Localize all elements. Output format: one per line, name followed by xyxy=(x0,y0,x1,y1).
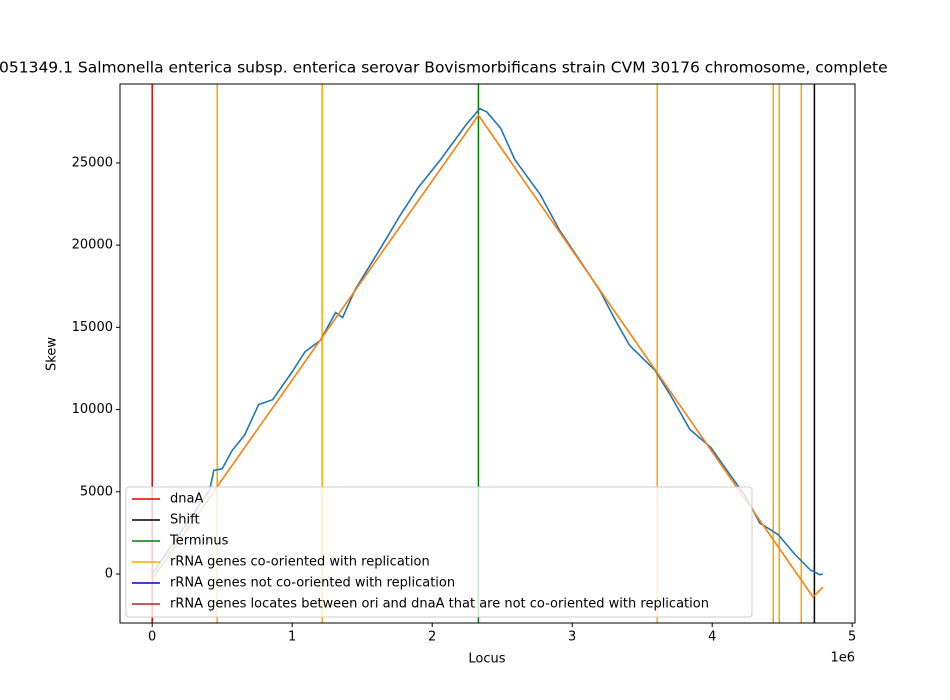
legend-label: dnaA xyxy=(170,492,203,507)
x-tick-label: 0 xyxy=(148,630,156,645)
legend-label: Terminus xyxy=(169,534,229,549)
y-tick-label: 0 xyxy=(105,567,113,582)
legend: dnaA Shift Terminus rRNA genes co-oriented … xyxy=(125,486,753,618)
y-tick-label: 10000 xyxy=(72,402,113,417)
x-tick-label: 3 xyxy=(568,630,576,645)
x-tick-label: 4 xyxy=(708,630,716,645)
y-tick-label: 20000 xyxy=(72,238,113,253)
x-tick-label: 1 xyxy=(288,630,296,645)
fit-line xyxy=(151,113,824,599)
legend-box xyxy=(125,486,753,618)
y-tick-label: 25000 xyxy=(72,155,113,170)
legend-label: rRNA genes co-oriented with replication xyxy=(170,555,430,570)
x-axis-label: Locus xyxy=(468,652,505,667)
chart-title: 051349.1 Salmonella enterica subsp. ente… xyxy=(0,59,888,77)
y-axis-label: Skew xyxy=(45,337,60,371)
y-tick-label: 15000 xyxy=(72,320,113,335)
x-tick-label: 2 xyxy=(428,630,436,645)
y-tick-label: 5000 xyxy=(80,484,113,499)
legend-label: rRNA genes locates between ori and dnaA … xyxy=(170,597,709,612)
x-offset-label: 1e6 xyxy=(830,651,855,666)
skew-line xyxy=(151,107,824,576)
legend-label: Shift xyxy=(170,513,200,528)
plot-frame xyxy=(119,83,856,624)
legend-label: rRNA genes not co-oriented with replicat… xyxy=(170,576,455,591)
x-tick-label: 5 xyxy=(848,630,856,645)
